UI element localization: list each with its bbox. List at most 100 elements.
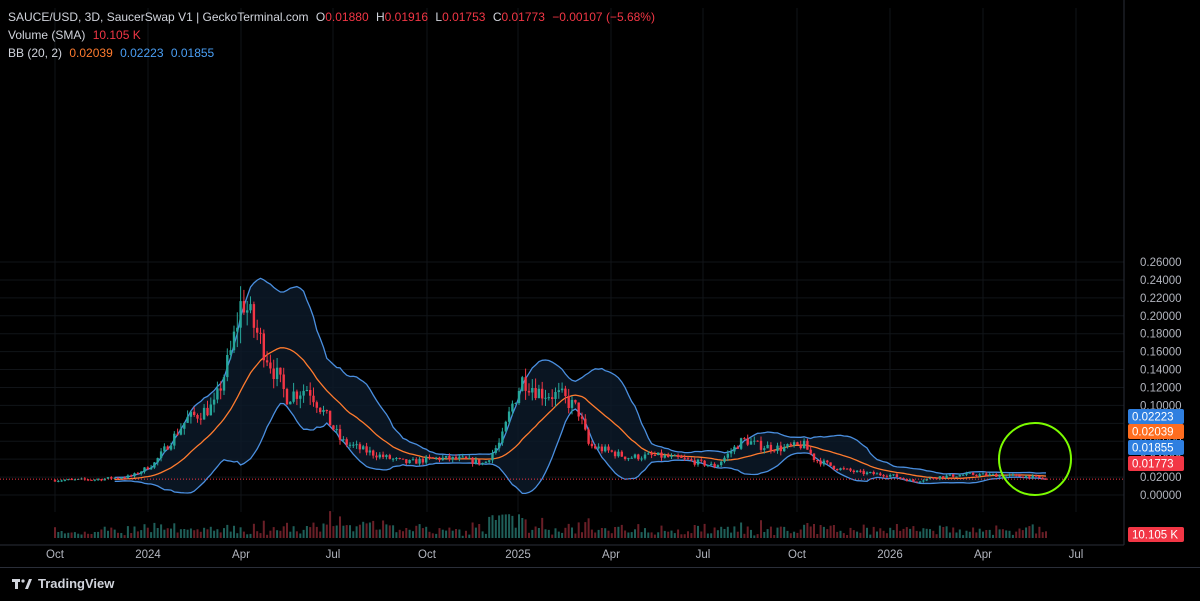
candle[interactable]: [435, 456, 438, 460]
candle[interactable]: [140, 470, 143, 476]
candle[interactable]: [1018, 474, 1021, 477]
candle[interactable]: [809, 446, 812, 456]
candle[interactable]: [865, 471, 869, 476]
candle[interactable]: [723, 455, 726, 464]
candle[interactable]: [756, 440, 759, 442]
candle[interactable]: [259, 327, 262, 344]
candle[interactable]: [375, 452, 378, 461]
candle[interactable]: [792, 440, 796, 448]
candle[interactable]: [855, 470, 859, 473]
candle[interactable]: [451, 456, 454, 463]
candle[interactable]: [570, 396, 574, 415]
candle[interactable]: [103, 478, 106, 481]
candle[interactable]: [398, 457, 401, 460]
candle[interactable]: [504, 420, 507, 432]
candle[interactable]: [133, 472, 136, 478]
candle[interactable]: [1021, 476, 1024, 478]
candle[interactable]: [86, 478, 90, 482]
candle[interactable]: [587, 427, 590, 446]
candle[interactable]: [252, 301, 256, 338]
candle[interactable]: [183, 422, 186, 435]
candle[interactable]: [912, 479, 915, 483]
candle[interactable]: [537, 384, 541, 399]
candle[interactable]: [826, 459, 829, 465]
candle[interactable]: [975, 474, 978, 478]
candle[interactable]: [368, 446, 372, 456]
candle[interactable]: [67, 478, 70, 481]
candle[interactable]: [985, 471, 988, 477]
candle[interactable]: [799, 440, 802, 450]
candle[interactable]: [829, 462, 832, 467]
candle[interactable]: [534, 378, 537, 401]
candle[interactable]: [958, 473, 961, 477]
candle[interactable]: [557, 382, 560, 399]
candle[interactable]: [497, 438, 501, 452]
candle[interactable]: [998, 474, 1001, 478]
candle[interactable]: [232, 325, 236, 353]
candle[interactable]: [832, 465, 836, 471]
candle[interactable]: [468, 454, 471, 459]
candle[interactable]: [332, 424, 335, 431]
candle[interactable]: [295, 389, 299, 406]
candle[interactable]: [322, 405, 325, 416]
candle[interactable]: [120, 476, 123, 480]
candle[interactable]: [143, 467, 146, 474]
candle[interactable]: [627, 457, 630, 462]
candle[interactable]: [746, 434, 749, 447]
candle[interactable]: [743, 437, 746, 440]
candle[interactable]: [438, 456, 441, 463]
candle[interactable]: [319, 407, 322, 415]
candle[interactable]: [156, 457, 159, 466]
candle[interactable]: [875, 472, 879, 475]
time-axis[interactable]: Oct 2024 Apr Jul Oct 2025 Apr Jul Oct 2026 Apr Jul: [46, 549, 1083, 561]
candle[interactable]: [236, 312, 239, 348]
candle[interactable]: [643, 451, 647, 461]
candle[interactable]: [693, 457, 696, 467]
candle[interactable]: [431, 457, 434, 459]
candle[interactable]: [401, 458, 405, 460]
candle[interactable]: [647, 451, 650, 455]
candle[interactable]: [302, 384, 305, 403]
candle[interactable]: [872, 470, 875, 476]
candle[interactable]: [488, 460, 491, 464]
candle[interactable]: [275, 358, 279, 387]
candle[interactable]: [285, 387, 289, 406]
candle[interactable]: [1011, 473, 1015, 476]
bb-label[interactable]: BB (20, 2): [8, 46, 63, 60]
candle[interactable]: [968, 471, 971, 474]
candle[interactable]: [242, 289, 246, 315]
candle[interactable]: [991, 473, 995, 476]
candle[interactable]: [915, 481, 918, 483]
candle[interactable]: [514, 402, 517, 405]
candle[interactable]: [474, 456, 478, 465]
candle[interactable]: [736, 445, 739, 449]
candle[interactable]: [955, 476, 958, 478]
candle[interactable]: [395, 457, 398, 461]
candle[interactable]: [511, 400, 514, 416]
candle[interactable]: [282, 367, 285, 398]
candle[interactable]: [130, 474, 133, 478]
candle[interactable]: [716, 464, 720, 468]
candle[interactable]: [1034, 474, 1038, 478]
candle[interactable]: [265, 351, 269, 367]
candle[interactable]: [706, 464, 710, 468]
candle[interactable]: [683, 454, 686, 461]
candle[interactable]: [613, 450, 617, 459]
candle[interactable]: [388, 453, 391, 460]
candle[interactable]: [574, 399, 577, 405]
candle[interactable]: [882, 474, 885, 478]
candle[interactable]: [199, 412, 202, 425]
candle[interactable]: [852, 469, 855, 474]
candle[interactable]: [978, 472, 981, 478]
candle[interactable]: [812, 453, 816, 463]
candle[interactable]: [517, 387, 521, 405]
candle[interactable]: [444, 455, 448, 460]
candle[interactable]: [531, 379, 534, 401]
candle[interactable]: [670, 453, 673, 459]
candle[interactable]: [769, 442, 773, 454]
candle[interactable]: [686, 456, 690, 460]
candle[interactable]: [816, 459, 819, 464]
candle[interactable]: [859, 469, 862, 473]
candle[interactable]: [869, 471, 872, 474]
